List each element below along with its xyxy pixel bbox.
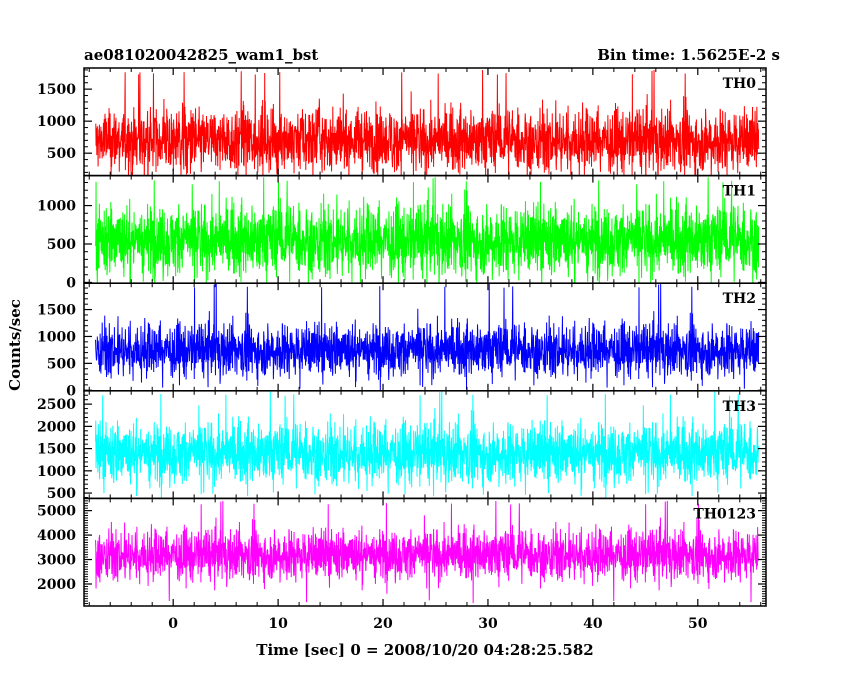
panel-th1: 0 500 1000 TH1 bbox=[37, 174, 767, 291]
x-axis: 0 10 20 30 40 50 bbox=[168, 616, 707, 632]
x-tick-label: 40 bbox=[583, 616, 603, 632]
panel-label-th3: TH3 bbox=[723, 399, 756, 415]
y-tick-label: 2500 bbox=[37, 397, 76, 413]
chart-title: ae081020042825_wam1_bst bbox=[84, 46, 318, 64]
y-tick-label: 1000 bbox=[37, 464, 76, 480]
x-tick-label: 50 bbox=[688, 616, 708, 632]
panel-th3: 500 1000 1500 2000 2500 TH3 bbox=[37, 390, 767, 502]
y-tick-label: 500 bbox=[47, 146, 76, 162]
y-tick-label: 1500 bbox=[37, 442, 76, 458]
panel-label-th0123: TH0123 bbox=[693, 506, 756, 522]
panels-group: 500 1000 1500 TH0 0 500 1000 TH1 0 500 1000 1500 TH2… bbox=[37, 67, 767, 607]
y-tick-label: 0 bbox=[66, 275, 76, 291]
x-tick-label: 20 bbox=[373, 616, 393, 632]
y-tick-label: 5000 bbox=[37, 504, 76, 520]
series-line-th0123 bbox=[95, 500, 760, 604]
y-tick-label: 1000 bbox=[37, 329, 76, 345]
y-tick-label: 2000 bbox=[37, 577, 76, 593]
series-line-th0 bbox=[95, 70, 760, 176]
y-tick-label: 0 bbox=[66, 383, 76, 399]
x-tick-label: 30 bbox=[478, 616, 498, 632]
y-tick-label: 500 bbox=[47, 237, 76, 253]
y-tick-label: 4000 bbox=[37, 528, 76, 544]
y-tick-label: 500 bbox=[47, 486, 76, 502]
y-tick-label: 2000 bbox=[37, 419, 76, 435]
y-tick-label: 1500 bbox=[37, 82, 76, 98]
series-line-th1 bbox=[95, 177, 760, 284]
y-tick-label: 3000 bbox=[37, 553, 76, 569]
panel-th0123: 2000 3000 4000 5000 TH0123 bbox=[37, 497, 767, 607]
y-axis-label: Counts/sec bbox=[6, 299, 24, 391]
panel-label-th0: TH0 bbox=[723, 76, 757, 92]
y-tick-label: 1000 bbox=[37, 199, 76, 215]
chart-subtitle: Bin time: 1.5625E-2 s bbox=[597, 46, 780, 64]
x-axis-label: Time [sec] 0 = 2008/10/20 04:28:25.582 bbox=[256, 641, 593, 659]
y-tick-label: 1500 bbox=[37, 303, 76, 319]
series-line-th2 bbox=[95, 283, 760, 391]
panel-label-th2: TH2 bbox=[723, 291, 756, 307]
y-tick-label: 1000 bbox=[37, 114, 76, 130]
series-line-th3 bbox=[95, 391, 760, 499]
x-tick-label: 0 bbox=[168, 616, 178, 632]
panel-label-th1: TH1 bbox=[723, 184, 756, 200]
panel-th2: 0 500 1000 1500 TH2 bbox=[37, 282, 767, 399]
y-tick-label: 500 bbox=[47, 356, 76, 372]
x-tick-label: 10 bbox=[268, 616, 288, 632]
